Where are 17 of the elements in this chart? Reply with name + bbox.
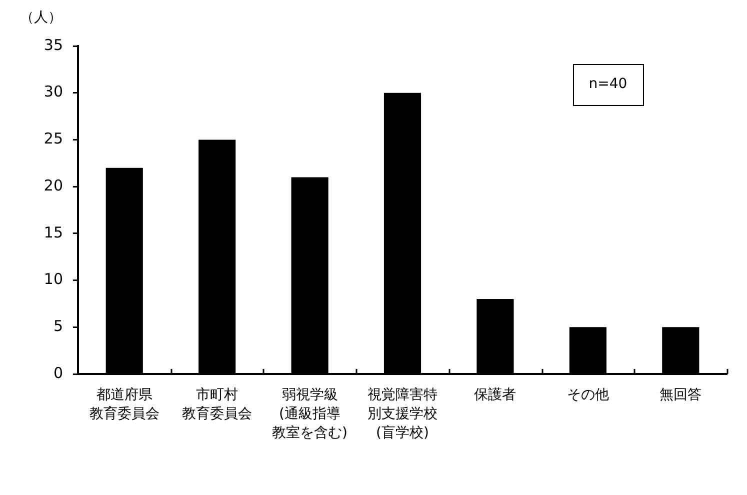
y-tick-label: 30 [44, 82, 63, 101]
y-tick-label: 15 [44, 223, 63, 242]
y-axis-title: （人） [20, 10, 62, 26]
x-tick-label: 無回答 [660, 387, 702, 404]
x-tick-label: 市町村教育委員会 [182, 387, 252, 422]
y-tick-label: 10 [44, 270, 63, 288]
x-tick-label: 保護者 [474, 387, 516, 404]
y-tick-label: 35 [44, 36, 63, 54]
y-tick-label: 20 [44, 176, 63, 194]
y-tick-label: 25 [44, 130, 63, 148]
x-tick-label: 視覚障害特別支援学校(盲学校) [368, 387, 438, 441]
annotation: n=40 [588, 76, 628, 92]
x-tick-label: その他 [566, 387, 609, 404]
x-tick-label: 弱視学級(通級指導教室を含む) [272, 387, 348, 441]
y-tick-label: 0 [53, 364, 63, 382]
y-tick-label: 5 [53, 317, 63, 336]
x-tick-label: 都道府県教育委員会 [89, 387, 160, 422]
